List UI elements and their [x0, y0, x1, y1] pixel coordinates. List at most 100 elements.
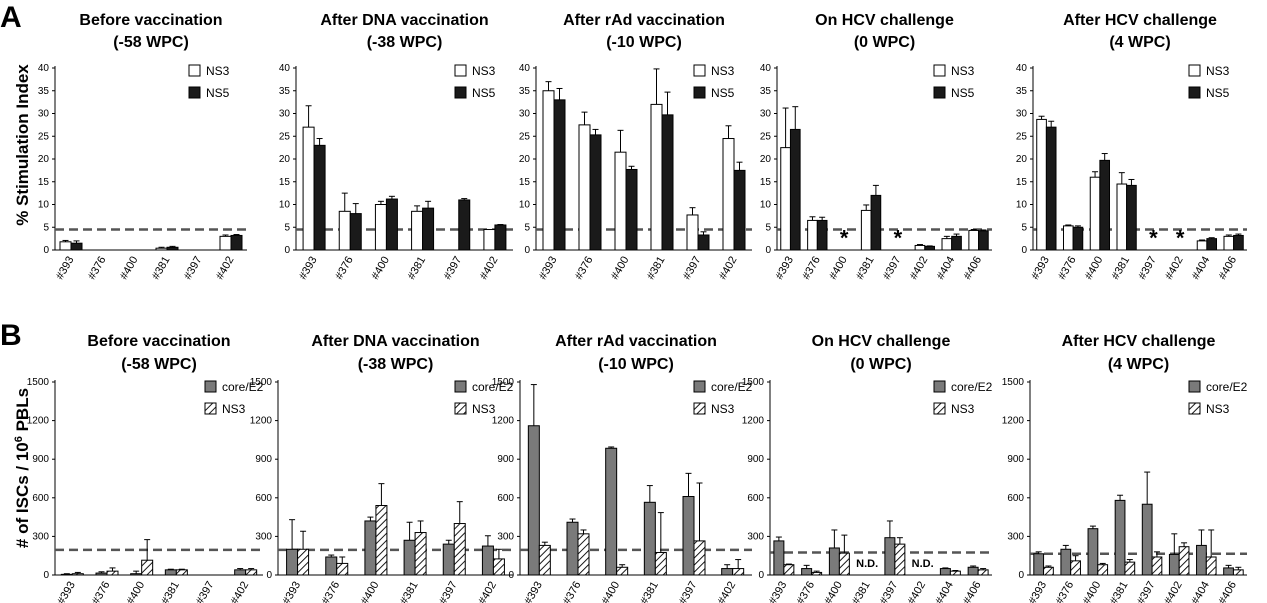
x-tick-label: #397 — [442, 255, 465, 282]
chart-title-line: (-58 WPC) — [113, 34, 189, 51]
bar-core-e2 — [1114, 499, 1126, 576]
y-tick-label: 40 — [519, 63, 531, 74]
bar-ns3 — [968, 229, 980, 251]
bar-core-e2 — [828, 547, 840, 576]
bar-ns3 — [577, 533, 590, 576]
y-tick-label: 30 — [38, 109, 50, 120]
legend-label: NS3 — [1206, 402, 1230, 416]
y-axis-label-b-exponent: 6 — [13, 436, 25, 442]
y-tick-label: 35 — [1016, 86, 1028, 97]
y-tick-label: 25 — [519, 131, 531, 142]
panel-label-b: B — [0, 319, 22, 352]
x-tick-label: #393 — [522, 580, 545, 603]
legend-swatch — [204, 402, 217, 415]
y-tick-label: 40 — [760, 63, 772, 74]
bar-ns5 — [733, 169, 746, 251]
y-tick-label: 20 — [38, 154, 50, 165]
x-tick-label: #402 — [906, 580, 929, 603]
bar-ns3 — [914, 244, 926, 251]
charts-group: Before vaccination (-58 WPC) 0 5 10 15 20 25 30 3… — [27, 12, 1248, 603]
bar-core-e2 — [60, 573, 73, 576]
x-tick-label: #376 — [333, 255, 356, 282]
bar-ns3 — [106, 570, 119, 576]
chart-b-6: After DNA vaccination (-38 WPC) 0 300 600 900… — [250, 333, 514, 603]
legend-label: NS3 — [206, 64, 230, 78]
bar-ns5 — [951, 235, 962, 251]
bar-ns5 — [789, 128, 801, 251]
x-tick-label: #402 — [717, 255, 740, 282]
legend-swatch — [933, 86, 946, 99]
y-tick-label: 600 — [1007, 493, 1024, 504]
legend-label: NS3 — [472, 64, 496, 78]
x-tick-label: #376 — [561, 580, 584, 603]
x-tick-label: #376 — [86, 255, 109, 282]
y-tick-label: 300 — [32, 531, 49, 542]
bar-ns5 — [458, 199, 471, 251]
bar-core-e2 — [801, 568, 813, 576]
chart-title-line: (-58 WPC) — [121, 356, 197, 373]
legend-label: NS5 — [472, 86, 496, 100]
chart-a-2: After rAd vaccination (-10 WPC) 0 5 10 15 20 25… — [519, 12, 752, 282]
y-tick-label: 20 — [760, 154, 772, 165]
x-tick-label: #397 — [878, 580, 901, 603]
y-tick-label: 0 — [284, 245, 290, 256]
y-tick-label: 10 — [760, 200, 772, 211]
legend-swatch — [188, 86, 201, 99]
legend-label: NS5 — [206, 86, 230, 100]
y-tick-label: 1200 — [1002, 416, 1025, 427]
x-tick-label: #400 — [118, 255, 141, 282]
legend-swatch — [1188, 402, 1201, 415]
bar-ns3 — [538, 544, 551, 576]
bar-ns3 — [1151, 556, 1163, 576]
x-tick-label: #393 — [1029, 255, 1052, 282]
x-tick-label: #397 — [881, 255, 904, 282]
bar-core-e2 — [234, 569, 247, 576]
y-tick-label: 20 — [279, 154, 291, 165]
x-tick-label: #376 — [795, 580, 818, 603]
bar-core-e2 — [1060, 548, 1072, 576]
bar-ns3 — [693, 540, 706, 576]
bar-ns3 — [1205, 556, 1217, 576]
chart-title-line: After DNA vaccination — [311, 333, 479, 350]
bar-ns3 — [1124, 561, 1136, 576]
bar-ns3 — [1097, 564, 1109, 576]
bar-ns3 — [1089, 176, 1101, 251]
bar-ns3 — [414, 532, 427, 576]
y-tick-label: 25 — [1016, 131, 1028, 142]
x-tick-label: #381 — [398, 580, 421, 603]
bar-ns5 — [1126, 184, 1137, 251]
y-tick-label: 10 — [1016, 200, 1028, 211]
legend-swatch — [1188, 86, 1201, 99]
y-tick-label: 0 — [508, 570, 514, 581]
bar-ns3 — [374, 204, 387, 251]
chart-title-line: (4 WPC) — [1109, 34, 1170, 51]
annotation-asterisk: * — [840, 226, 849, 251]
bar-ns3 — [616, 566, 629, 576]
bar-ns3 — [1062, 225, 1074, 251]
x-tick-label: #397 — [194, 580, 217, 603]
y-axis-label-b-prefix: # of ISCs / 10 — [13, 442, 32, 548]
x-tick-label: #397 — [1135, 580, 1158, 603]
y-tick-label: 0 — [43, 570, 49, 581]
bar-core-e2 — [164, 569, 177, 576]
x-tick-label: #406 — [1217, 255, 1240, 282]
x-tick-label: #393 — [537, 255, 560, 282]
bar-core-e2 — [1033, 553, 1045, 576]
bar-core-e2 — [967, 566, 979, 576]
bar-core-e2 — [721, 568, 734, 576]
y-axis-label-a: % Stimulation Index — [13, 64, 32, 226]
bar-ns3 — [780, 147, 791, 251]
x-tick-label: #393 — [1027, 580, 1050, 603]
legend-swatch — [693, 402, 706, 415]
x-tick-label: #376 — [800, 255, 823, 282]
y-tick-label: 35 — [519, 86, 531, 97]
chart-b-5: Before vaccination (-58 WPC) 0 300 600 900 120… — [27, 333, 264, 603]
x-tick-label: #400 — [609, 255, 632, 282]
bar-ns5 — [870, 194, 882, 251]
legend-label: NS5 — [711, 86, 735, 100]
x-tick-label: #404 — [933, 580, 956, 603]
chart-title-line: (-10 WPC) — [598, 356, 674, 373]
chart-title-line: After DNA vaccination — [320, 12, 488, 29]
bar-ns3 — [542, 90, 555, 251]
y-tick-label: 40 — [1016, 63, 1028, 74]
